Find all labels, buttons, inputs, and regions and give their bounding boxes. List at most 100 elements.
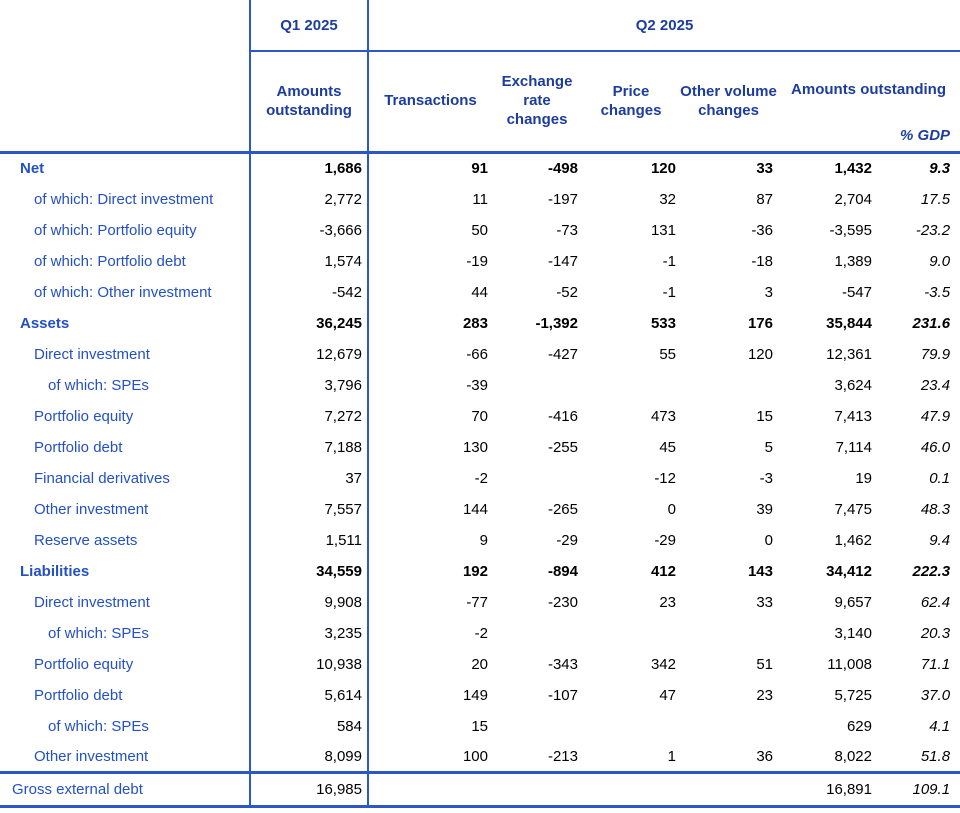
transactions-cell: 283	[462, 314, 488, 332]
other-volume-cell: 0	[764, 531, 773, 549]
q1-amounts-cell: 584	[250, 710, 369, 742]
transactions-cell: 9	[479, 531, 488, 549]
other-volume-cell: 143	[747, 562, 773, 580]
exchange-rate-cell: -255	[547, 438, 578, 456]
col-header-exchange-rate-changes: Exchange rate changes	[492, 51, 582, 154]
table-row: Portfolio debt 5,614 149 -107 47 23 5,725 37.0	[0, 679, 960, 711]
other-volume-cell: -3	[759, 469, 773, 487]
price-changes-cell	[582, 711, 680, 742]
table-row: of which: SPEs 584 15 629 4.1	[0, 710, 960, 742]
q2-amounts-cell: 629	[846, 717, 872, 735]
price-changes-cell: 131	[650, 221, 676, 239]
gdp-cell: 46.0	[920, 438, 951, 456]
table-row: Reserve assets 1,511 9 -29 -29 0 1,462 9.4	[0, 524, 960, 556]
q1-amounts-cell: 2,772	[250, 183, 369, 215]
transactions-cell: 149	[462, 686, 488, 704]
row-label-cell: of which: Portfolio equity	[0, 214, 251, 246]
table-row: of which: Portfolio equity -3,666 50 -73 131…	[0, 214, 960, 246]
price-changes-cell: -1	[662, 283, 676, 301]
price-changes-cell: 473	[650, 407, 676, 425]
gross-external-debt-row: Gross external debt 16,985 16,891 109.1	[0, 771, 960, 808]
gdp-cell: 48.3	[920, 500, 951, 518]
price-changes-cell: -1	[662, 252, 676, 270]
transactions-cell: 130	[462, 438, 488, 456]
transactions-cell: -2	[474, 469, 488, 487]
col-header-amounts-outstanding-q1: Amounts outstanding	[250, 51, 369, 154]
q1-amounts-cell: 36,245	[250, 307, 369, 339]
q1-amounts-cell: 12,679	[250, 338, 369, 370]
q1-amounts-cell: 37	[250, 462, 369, 494]
other-volume-cell: 33	[756, 160, 773, 178]
table-row: of which: Direct investment 2,772 11 -197 32…	[0, 183, 960, 215]
q2-amounts-cell: 3,140	[834, 624, 872, 642]
exchange-rate-cell	[492, 463, 582, 494]
price-changes-cell: 32	[659, 190, 676, 208]
table-row: Portfolio debt 7,188 130 -255 45 5 7,114 46.0	[0, 431, 960, 463]
gdp-cell: 0.1	[929, 469, 951, 487]
gdp-cell: 47.9	[920, 407, 951, 425]
exchange-rate-cell: -73	[556, 221, 578, 239]
transactions-cell: -19	[466, 252, 488, 270]
q1-amounts-cell: 3,235	[250, 617, 369, 649]
other-volume-cell	[680, 711, 777, 742]
exchange-rate-cell	[492, 370, 582, 401]
other-volume-cell	[680, 370, 777, 401]
q1-amounts-cell: 1,511	[250, 524, 369, 556]
q1-amounts-cell: 16,985	[250, 771, 369, 808]
col-header-price-changes: Price changes	[582, 51, 680, 154]
table-row: Direct investment 9,908 -77 -230 23 33 9,657 62…	[0, 586, 960, 618]
price-changes-cell: 1	[667, 747, 676, 765]
price-changes-cell: 533	[650, 314, 676, 332]
transactions-cell: -66	[466, 345, 488, 363]
q2-amounts-cell: 2,704	[834, 190, 872, 208]
exchange-rate-cell: -498	[547, 160, 578, 178]
price-changes-cell: 0	[667, 500, 676, 518]
col-header-other-volume-changes: Other volume changes	[680, 51, 777, 154]
q2-amounts-cell: 1,462	[834, 531, 872, 549]
gdp-cell: 51.8	[920, 747, 951, 765]
table-row: Financial derivatives 37 -2 -12 -3 19 0.1	[0, 462, 960, 494]
other-volume-cell	[680, 618, 777, 649]
gdp-cell: 17.5	[920, 190, 951, 208]
table-row: Net 1,686 91 -498 120 33 1,432 9.3	[0, 152, 960, 184]
other-volume-cell: 5	[764, 438, 773, 456]
other-volume-cell: 36	[756, 747, 773, 765]
gdp-cell: 79.9	[920, 345, 951, 363]
row-label-cell: of which: Other investment	[0, 276, 251, 308]
col-header-transactions: Transactions	[368, 51, 492, 154]
price-changes-cell: 342	[650, 655, 676, 673]
transactions-cell	[368, 771, 492, 808]
q2-amounts-cell: 8,022	[834, 747, 872, 765]
q1-amounts-cell: 7,557	[250, 493, 369, 525]
gdp-cell: 62.4	[920, 593, 951, 611]
q1-amounts-cell: 34,559	[250, 555, 369, 587]
q1-amounts-cell: 1,574	[250, 245, 369, 277]
exchange-rate-cell: -230	[547, 593, 578, 611]
transactions-cell: 11	[472, 190, 488, 208]
other-volume-cell: 15	[756, 407, 773, 425]
q2-amounts-cell: -3,595	[829, 221, 872, 239]
corner-blank-cell	[0, 0, 251, 51]
q1-amounts-cell: 9,908	[250, 586, 369, 618]
q2-amounts-cell: 9,657	[834, 593, 872, 611]
other-volume-cell: 23	[756, 686, 773, 704]
row-label-cell: Other investment	[0, 493, 251, 525]
gdp-cell: 109.1	[875, 771, 960, 808]
other-volume-cell: 3	[764, 283, 773, 301]
table-row: Portfolio equity 10,938 20 -343 342 51 11,008 7…	[0, 648, 960, 680]
row-label-cell: Direct investment	[0, 586, 251, 618]
table-row: Direct investment 12,679 -66 -427 55 120 12,36…	[0, 338, 960, 370]
percent-gdp-label: % GDP	[900, 127, 951, 145]
q2-amounts-cell: 5,725	[834, 686, 872, 704]
table-row: of which: Portfolio debt 1,574 -19 -147 -1 -1…	[0, 245, 960, 277]
gdp-cell: 9.4	[929, 531, 951, 549]
q2-amounts-cell: -547	[841, 283, 872, 301]
q2-amounts-cell: 3,624	[834, 376, 872, 394]
table-row: Liabilities 34,559 192 -894 412 143 34,412 222.…	[0, 555, 960, 587]
q1-amounts-cell: 1,686	[250, 152, 369, 184]
table-row: Portfolio equity 7,272 70 -416 473 15 7,413 47.…	[0, 400, 960, 432]
transactions-cell: -2	[474, 624, 488, 642]
row-label-cell: Portfolio debt	[0, 679, 251, 711]
price-changes-cell: -12	[654, 469, 676, 487]
